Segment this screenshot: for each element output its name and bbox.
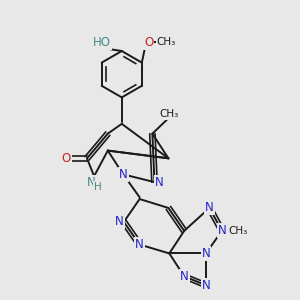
Text: O: O — [61, 152, 71, 165]
Text: N: N — [135, 238, 144, 251]
Text: HO: HO — [93, 36, 111, 49]
Text: N: N — [87, 176, 96, 189]
Text: N: N — [180, 270, 189, 283]
Text: O: O — [144, 36, 153, 49]
Text: N: N — [202, 247, 210, 260]
Text: N: N — [119, 168, 128, 181]
Text: H: H — [94, 182, 102, 192]
Text: N: N — [155, 176, 164, 189]
Text: CH₃: CH₃ — [157, 38, 176, 47]
Text: N: N — [205, 202, 214, 214]
Text: N: N — [115, 215, 124, 228]
Text: CH₃: CH₃ — [160, 109, 179, 119]
Text: CH₃: CH₃ — [228, 226, 247, 236]
Text: N: N — [202, 279, 210, 292]
Text: N: N — [218, 224, 226, 237]
